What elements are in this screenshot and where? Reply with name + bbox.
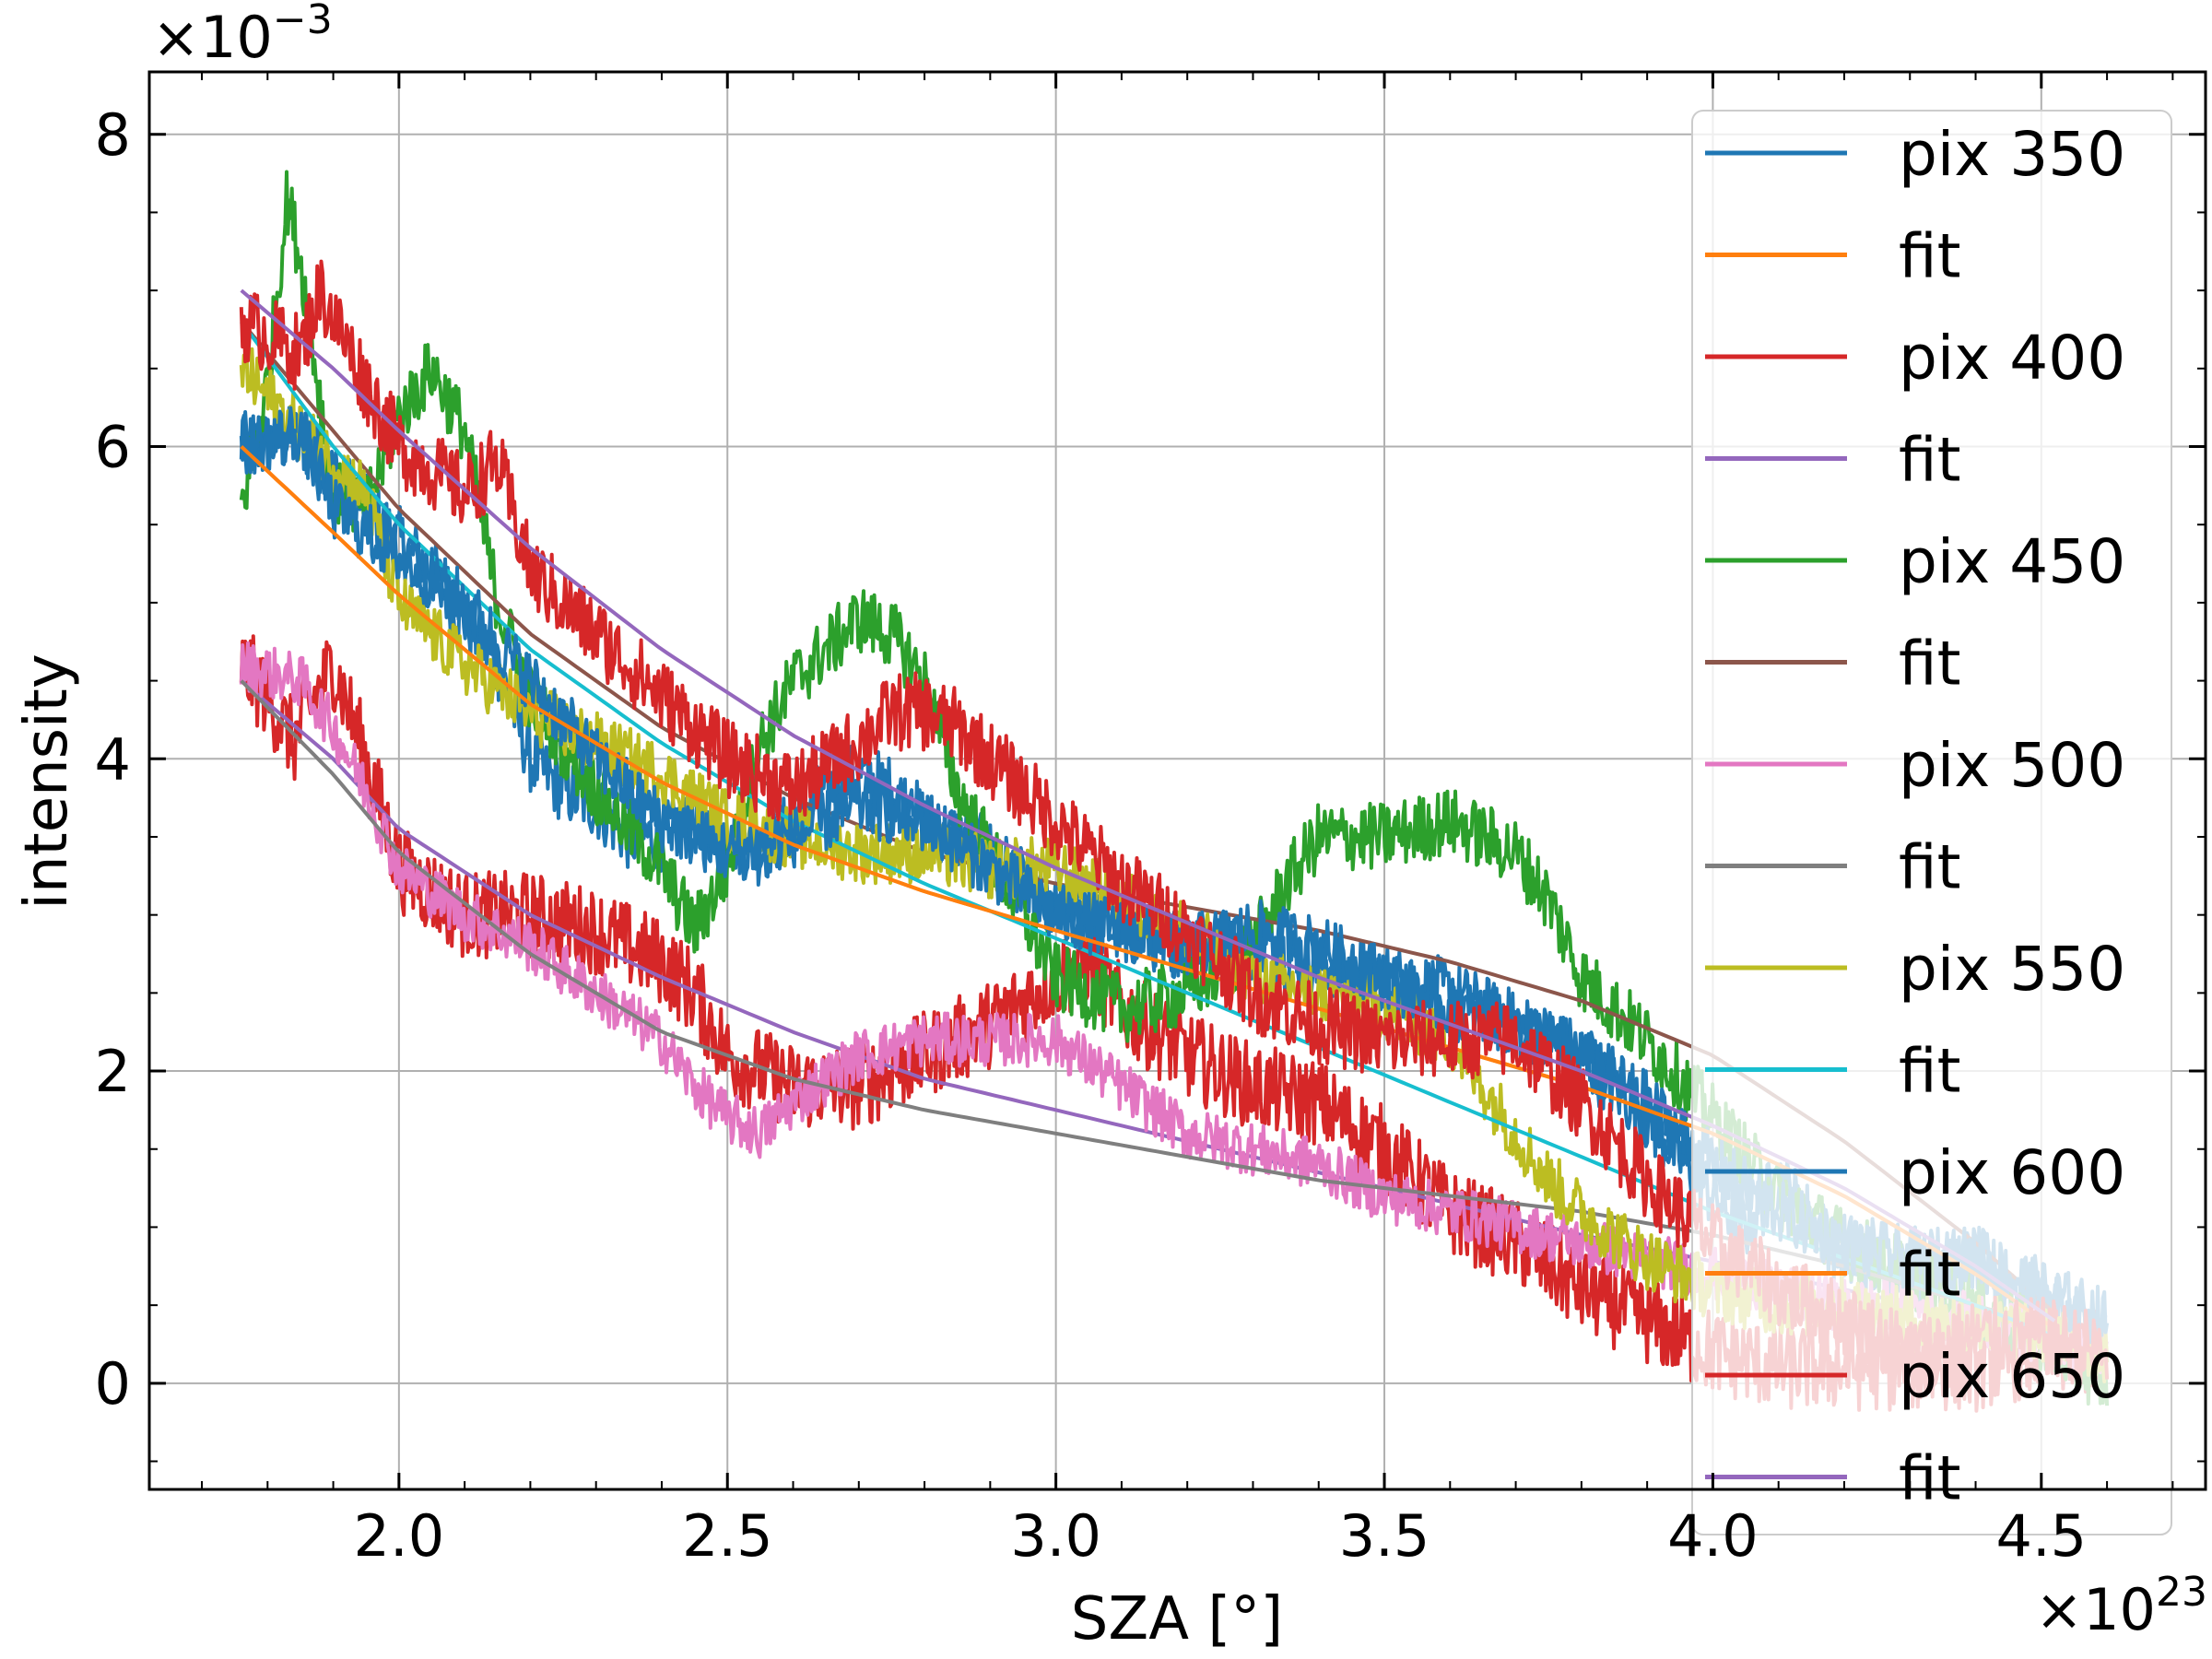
legend-label: pix 500 (1899, 730, 2125, 801)
y-tick-label: 0 (95, 1350, 131, 1418)
y-tick-label: 6 (95, 414, 131, 481)
legend-label: pix 550 (1899, 934, 2125, 1005)
legend-label: pix 450 (1899, 526, 2125, 597)
legend-label: fit (1899, 629, 1960, 700)
legend-label: pix 350 (1899, 119, 2125, 190)
x-tick-label: 4.0 (1667, 1502, 1759, 1570)
legend-label: pix 600 (1899, 1137, 2125, 1208)
x-tick-label: 3.0 (1010, 1502, 1101, 1570)
y-tick-label: 4 (95, 725, 131, 793)
legend-label: pix 650 (1899, 1341, 2125, 1412)
x-tick-label: 3.5 (1339, 1502, 1430, 1570)
y-tick-label: 8 (95, 101, 131, 169)
legend-label: fit (1899, 1036, 1960, 1107)
legend-label: fit (1899, 1443, 1960, 1514)
y-exponent-label: ×10−3 (152, 0, 333, 71)
y-tick-label: 2 (95, 1038, 131, 1105)
legend-label: pix 400 (1899, 323, 2125, 394)
y-axis-label: intensity (13, 653, 81, 909)
plot-frame (147, 70, 2207, 1491)
legend-label: fit (1899, 832, 1960, 903)
legend: pix 350 fit pix 400 fit pix 450 fit pix 500 fit… (1691, 110, 2172, 1535)
legend-label: fit (1899, 425, 1960, 496)
axis-ticks: 2.0 2.5 3.0 3.5 4.0 4.5 0 2 4 6 8 (95, 72, 2206, 1570)
x-tick-label: 2.0 (354, 1502, 445, 1570)
x-axis-label: SZA [°] (1071, 1585, 1284, 1653)
x-tick-label: 2.5 (682, 1502, 773, 1570)
x-tick-label: 4.5 (1996, 1502, 2088, 1570)
legend-box (1691, 110, 2172, 1535)
legend-label: fit (1899, 221, 1960, 292)
legend-label: fit (1899, 1240, 1960, 1311)
x-exponent-label: ×1023 (2035, 1569, 2207, 1643)
